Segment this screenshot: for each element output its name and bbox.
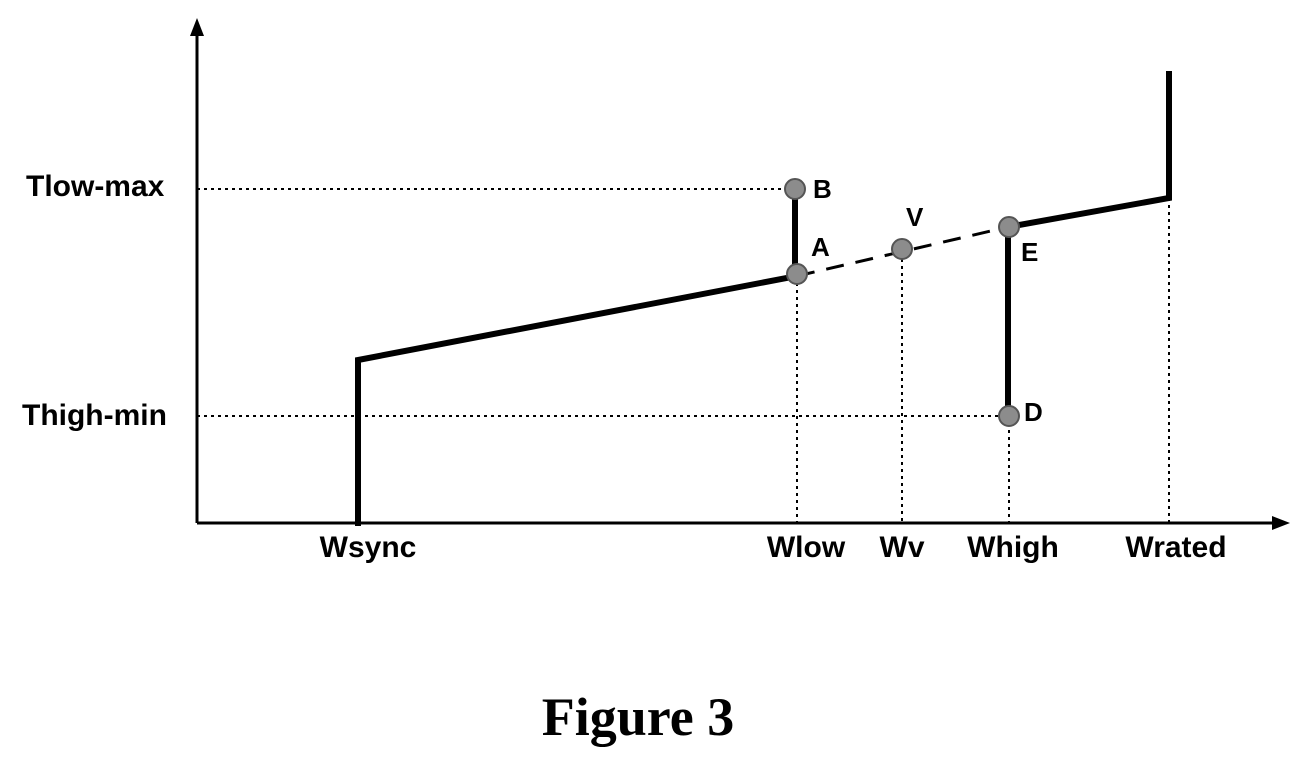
- thigh-min-label: Thigh-min: [22, 399, 167, 432]
- point-b-marker: [784, 178, 806, 200]
- point-e-label: E: [1021, 237, 1038, 267]
- point-b-label: B: [813, 174, 832, 204]
- curve-low-segment: [355, 272, 801, 526]
- x-axis-arrow: [1272, 516, 1290, 530]
- point-v-marker: [891, 238, 913, 260]
- y-axis-arrow: [190, 18, 204, 36]
- wlow-label: Wlow: [767, 531, 846, 564]
- interpolation-line: [796, 225, 1009, 278]
- curve-high-segment: [1005, 71, 1172, 419]
- point-d-label: D: [1024, 397, 1043, 427]
- point-a-label: A: [811, 232, 830, 262]
- point-e-marker: [998, 216, 1020, 238]
- figure-caption: Figure 3: [542, 687, 734, 747]
- wsync-label: Wsync: [320, 531, 417, 564]
- wv-label: Wv: [880, 531, 925, 564]
- wrated-label: Wrated: [1125, 531, 1226, 564]
- point-a-marker: [786, 263, 808, 285]
- point-v-label: V: [906, 202, 924, 232]
- point-d-marker: [998, 405, 1020, 427]
- whigh-label: Whigh: [967, 531, 1059, 564]
- tlow-max-label: Tlow-max: [26, 170, 165, 203]
